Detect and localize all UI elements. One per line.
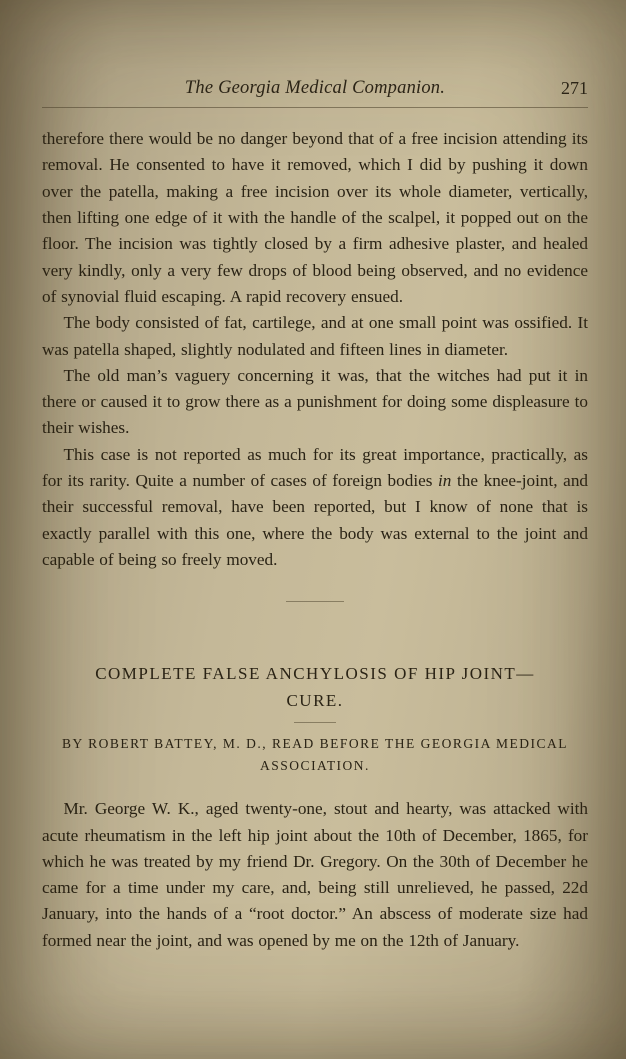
byline-line1: BY ROBERT BATTEY, M. D., READ BEFORE THE… <box>62 736 568 751</box>
article-title-line2: CURE. <box>286 691 343 710</box>
paragraph-4-italic: in <box>438 471 451 490</box>
section-gap <box>42 601 588 661</box>
page: The Georgia Medical Companion. 271 there… <box>0 0 626 1059</box>
short-rule-top <box>286 601 344 602</box>
sub-rule <box>294 722 336 723</box>
running-head: The Georgia Medical Companion. 271 <box>42 78 588 99</box>
article-title-line1: COMPLETE FALSE ANCHYLOSIS OF HIP JOINT— <box>95 664 535 683</box>
header-rule <box>42 107 588 108</box>
article-title: COMPLETE FALSE ANCHYLOSIS OF HIP JOINT— … <box>42 661 588 714</box>
paragraph-2: The body consisted of fat, cartilege, an… <box>42 310 588 363</box>
paragraph-3: The old man’s vaguery concerning it was,… <box>42 363 588 442</box>
running-title: The Georgia Medical Companion. <box>185 78 445 98</box>
paragraph-4: This case is not reported as much for it… <box>42 442 588 574</box>
paragraph-1: therefore there would be no danger beyon… <box>42 126 588 310</box>
page-number: 271 <box>561 78 588 99</box>
article-byline: BY ROBERT BATTEY, M. D., READ BEFORE THE… <box>42 733 588 776</box>
article-body: Mr. George W. K., aged twenty-one, stout… <box>42 796 588 954</box>
byline-line2: ASSOCIATION. <box>260 758 370 773</box>
